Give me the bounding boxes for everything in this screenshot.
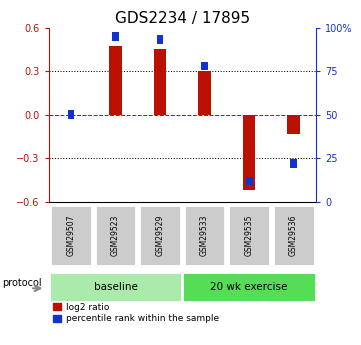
Text: GSM29529: GSM29529 xyxy=(156,215,165,256)
Bar xyxy=(154,49,166,115)
Bar xyxy=(68,110,74,119)
Text: GSM29536: GSM29536 xyxy=(289,215,298,256)
Text: baseline: baseline xyxy=(93,282,138,292)
Bar xyxy=(198,71,211,115)
Bar xyxy=(157,36,164,44)
Text: GSM29507: GSM29507 xyxy=(66,215,75,256)
Bar xyxy=(290,159,297,168)
Bar xyxy=(109,47,122,115)
FancyBboxPatch shape xyxy=(139,205,181,266)
Title: GDS2234 / 17895: GDS2234 / 17895 xyxy=(115,11,250,27)
Bar xyxy=(112,32,119,41)
FancyBboxPatch shape xyxy=(273,205,314,266)
Bar xyxy=(201,61,208,70)
FancyBboxPatch shape xyxy=(49,272,182,303)
Bar xyxy=(243,115,255,190)
FancyBboxPatch shape xyxy=(95,205,136,266)
Text: GSM29535: GSM29535 xyxy=(245,215,253,256)
FancyBboxPatch shape xyxy=(184,205,226,266)
Text: protocol: protocol xyxy=(3,278,42,288)
Text: GSM29533: GSM29533 xyxy=(200,215,209,256)
Bar xyxy=(246,177,252,185)
Text: 20 wk exercise: 20 wk exercise xyxy=(210,282,288,292)
FancyBboxPatch shape xyxy=(182,272,316,303)
FancyBboxPatch shape xyxy=(228,205,270,266)
Bar xyxy=(287,115,300,134)
Legend: log2 ratio, percentile rank within the sample: log2 ratio, percentile rank within the s… xyxy=(53,303,219,323)
FancyBboxPatch shape xyxy=(50,205,92,266)
Text: GSM29523: GSM29523 xyxy=(111,215,120,256)
